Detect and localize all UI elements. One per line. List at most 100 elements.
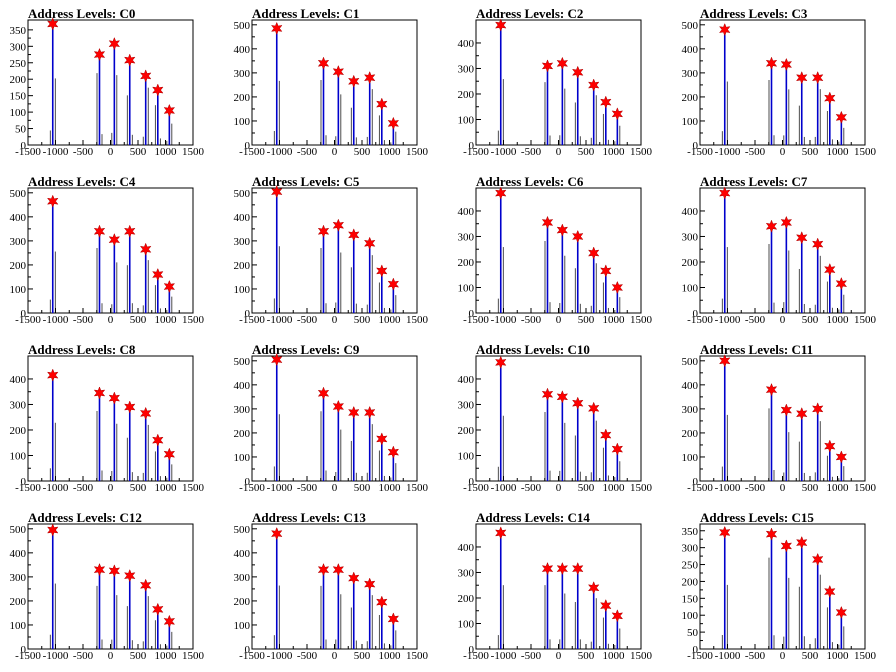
histogram-plot: 0 50 100 150 200 250 300 350 -1500 -1000 -500 0 500 1… <box>10 17 205 158</box>
x-tick-label: 1500 <box>630 482 653 494</box>
x-tick-label: 1000 <box>155 482 178 494</box>
x-tick-label: 0 <box>332 314 338 326</box>
x-tick-label: 500 <box>578 314 595 326</box>
peak-star-marker <box>571 65 584 79</box>
chart-title: Address Levels: C10 <box>476 342 590 357</box>
peak-star-marker <box>795 71 808 85</box>
y-tick-label: 500 <box>234 188 251 200</box>
peak-star-marker <box>332 218 345 232</box>
y-tick-label: 200 <box>458 89 475 101</box>
chart-title: Address Levels: C14 <box>476 510 590 525</box>
peak-star-marker <box>556 223 569 237</box>
y-tick-label: 0 <box>245 140 251 152</box>
y-tick-label: 300 <box>682 404 699 416</box>
peak-star-marker <box>108 391 121 405</box>
x-tick-label: 1500 <box>406 650 429 662</box>
x-tick-label: -500 <box>73 650 94 662</box>
peak-star-marker <box>163 614 176 629</box>
x-tick-label: 0 <box>780 314 786 326</box>
y-tick-label: 400 <box>458 38 475 50</box>
y-tick-label: 0 <box>693 308 699 320</box>
peak-star-marker <box>571 229 584 244</box>
x-tick-label: 1000 <box>603 482 626 494</box>
peak-star-marker <box>317 224 330 238</box>
y-tick-label: 150 <box>682 593 699 605</box>
y-tick-label: 0 <box>245 644 251 656</box>
peak-star-marker <box>46 17 59 31</box>
y-tick-label: 200 <box>458 425 475 437</box>
x-tick-label: -500 <box>745 146 766 158</box>
histogram-plot: 0 100 200 300 400 500 -1500 -1000 -500 0 500 1000 15… <box>234 19 429 158</box>
histogram-panel: Address Levels: C3 0 100 200 300 400 500 -1500-… <box>672 0 896 168</box>
x-tick-label: 1500 <box>630 650 653 662</box>
histogram-plot: 0 100 200 300 400 -1500 -1000 -500 0 500 1000 1500 <box>458 186 653 326</box>
peak-star-marker <box>780 539 793 553</box>
x-tick-label: -500 <box>745 650 766 662</box>
y-tick-label: 500 <box>234 20 251 32</box>
chart-title: Address Levels: C2 <box>476 6 584 21</box>
peak-star-marker <box>387 445 400 459</box>
histogram-panel: Address Levels: C6 0 100 200 300 400 -1500 -100… <box>448 168 672 336</box>
x-tick-label: 500 <box>802 482 819 494</box>
x-tick-label: 1000 <box>379 482 402 494</box>
peak-star-marker <box>376 432 388 446</box>
peak-star-marker <box>332 64 345 79</box>
x-tick-label: 1500 <box>630 146 653 158</box>
x-tick-label: 500 <box>802 146 819 158</box>
y-tick-label: 400 <box>234 548 251 560</box>
x-tick-label: -1500 <box>15 146 41 158</box>
peak-star-marker <box>376 595 388 609</box>
peak-star-marker <box>108 564 121 578</box>
x-tick-label: -1000 <box>715 650 741 662</box>
peak-star-marker <box>317 562 330 577</box>
x-tick-label: 1500 <box>406 482 429 494</box>
peak-star-marker <box>600 264 612 278</box>
y-tick-label: 200 <box>682 257 699 269</box>
x-tick-label: -1500 <box>239 146 265 158</box>
y-tick-label: 0 <box>21 476 27 488</box>
peak-star-marker <box>139 242 152 256</box>
x-tick-label: 500 <box>802 314 819 326</box>
x-tick-label: -1500 <box>687 314 713 326</box>
peak-star-marker <box>376 264 388 278</box>
y-tick-label: 100 <box>234 620 251 632</box>
x-tick-label: 1000 <box>379 314 402 326</box>
y-tick-label: 400 <box>682 44 699 56</box>
y-tick-label: 300 <box>10 236 27 248</box>
y-tick-label: 200 <box>10 74 27 86</box>
histogram-panel: Address Levels: C2 0 100 200 300 400 -1500 -100… <box>448 0 672 168</box>
y-tick-label: 500 <box>10 524 27 536</box>
x-tick-label: -500 <box>73 146 94 158</box>
x-tick-label: -1000 <box>715 314 741 326</box>
x-tick-label: -1000 <box>267 482 293 494</box>
x-tick-label: -1500 <box>239 650 265 662</box>
x-tick-label: -1000 <box>267 314 293 326</box>
x-tick-label: 500 <box>130 146 147 158</box>
peak-star-marker <box>795 407 808 421</box>
x-tick-label: 1000 <box>379 650 402 662</box>
x-tick-label: -1000 <box>491 482 517 494</box>
peak-star-marker <box>571 561 584 576</box>
peak-star-marker <box>163 279 176 294</box>
y-tick-label: 100 <box>10 284 27 296</box>
x-tick-label: 0 <box>332 650 338 662</box>
x-tick-label: 500 <box>354 650 371 662</box>
y-tick-label: 300 <box>458 63 475 75</box>
peak-star-marker <box>93 386 106 400</box>
x-tick-label: 0 <box>556 146 562 158</box>
peak-star-marker <box>317 386 330 400</box>
x-tick-label: 1000 <box>603 650 626 662</box>
y-tick-label: 300 <box>234 404 251 416</box>
x-tick-label: 0 <box>556 314 562 326</box>
x-tick-label: -1000 <box>715 146 741 158</box>
histogram-panel: Address Levels: C8 0 100 200 300 400 -1500 -100… <box>0 336 224 504</box>
peak-star-marker <box>811 71 824 85</box>
x-tick-label: 0 <box>556 650 562 662</box>
y-tick-label: 0 <box>693 140 699 152</box>
histogram-plot: 0 100 200 300 400 500 -1500 -1000 -500 0 500 1000 15… <box>10 523 205 662</box>
x-tick-label: 1000 <box>827 482 850 494</box>
x-tick-label: 1500 <box>182 650 205 662</box>
histogram-plot: 0 100 200 300 400 -1500 -1000 -500 0 500 1000 1500 <box>458 18 653 158</box>
peak-star-marker <box>824 262 836 277</box>
